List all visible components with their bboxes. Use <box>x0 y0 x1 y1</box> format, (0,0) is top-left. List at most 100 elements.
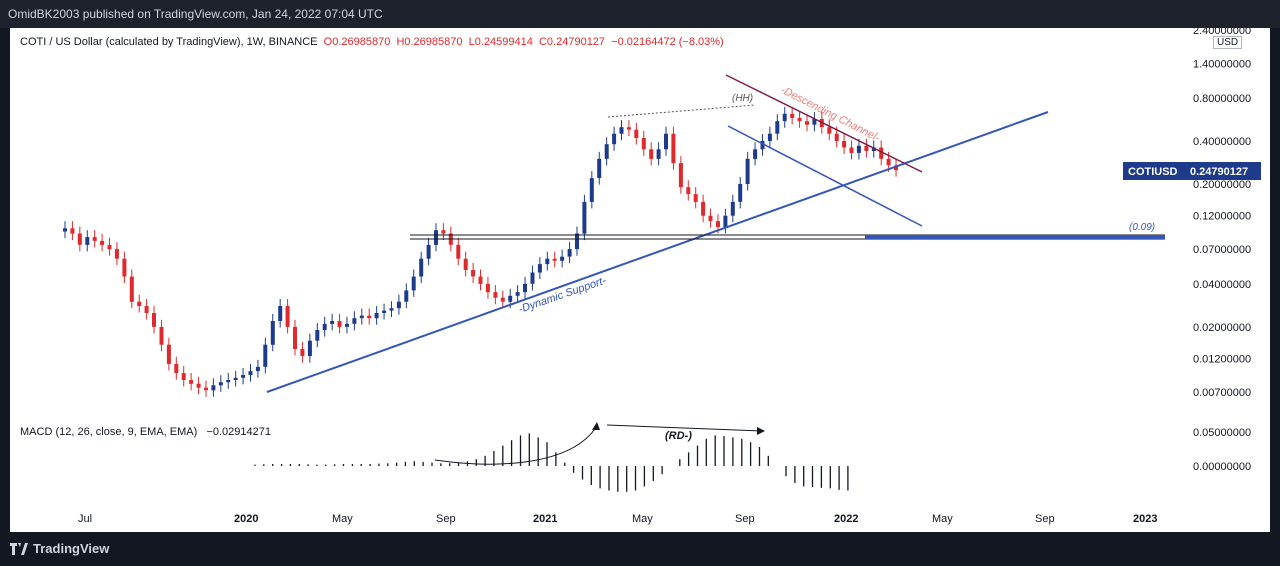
candle-body <box>545 258 550 265</box>
candle-body <box>114 249 119 259</box>
time-tick-label: 2021 <box>533 513 557 525</box>
time-tick-label: 2020 <box>234 513 258 525</box>
candle-body <box>612 133 617 145</box>
descending-channel-upper[interactable] <box>725 74 923 173</box>
candle-body <box>530 272 535 284</box>
candle-body <box>330 321 335 324</box>
candle-body <box>278 306 283 321</box>
candle-body <box>285 306 290 327</box>
currency-badge[interactable]: USD <box>1213 36 1243 49</box>
candle-body <box>582 201 587 234</box>
candle-body <box>871 147 876 151</box>
candle-body <box>352 318 357 324</box>
candle-body <box>767 133 772 141</box>
candle-body <box>537 264 542 273</box>
candle-body <box>367 315 372 319</box>
candle-body <box>211 385 216 391</box>
candle-body <box>730 201 735 216</box>
time-tick-label: May <box>332 513 353 525</box>
price-tick-label: 1.40000000 <box>1193 58 1251 70</box>
candle-body <box>619 127 624 134</box>
candle-body <box>701 201 706 216</box>
chart-svg[interactable]: 2.40000000 1.40000000 0.80000000 0.40000000… <box>10 28 1270 532</box>
candle-body <box>508 295 513 302</box>
candle-body <box>226 380 231 383</box>
current-price-value: 0.24790127 <box>1190 166 1248 178</box>
current-price-symbol: COTIUSD <box>1128 166 1178 178</box>
candle-body <box>552 258 557 261</box>
publisher-text: OmidBK2003 published on TradingView.com,… <box>8 7 383 21</box>
rd-arrowhead <box>757 427 765 435</box>
candle-body <box>345 323 349 327</box>
candle-body <box>196 383 201 388</box>
candle-body <box>404 290 409 302</box>
candle-body <box>337 321 342 327</box>
hh-dotted-line <box>607 104 756 118</box>
macd-tick-label: 0.00000000 <box>1193 461 1251 473</box>
candle-body <box>100 240 105 245</box>
candle-body <box>589 178 594 202</box>
rd-label: (RD-) <box>665 430 692 442</box>
candle-body <box>686 187 691 195</box>
candle-body <box>471 270 476 277</box>
macd-histogram <box>254 433 849 492</box>
candle-body <box>129 276 134 302</box>
publisher-bar: OmidBK2003 published on TradingView.com,… <box>0 0 1280 28</box>
time-tick-label: May <box>632 513 653 525</box>
candle-body <box>597 158 602 178</box>
candle-body <box>204 387 208 391</box>
time-axis: Jul 2020 May Sep 2021 May Sep 2022 May Sep 2023 <box>78 513 1157 525</box>
candle-body <box>411 276 416 291</box>
tradingview-logo[interactable]: TradingView <box>10 541 109 556</box>
candle-body <box>255 366 260 372</box>
candle-body <box>144 306 149 313</box>
chart-area[interactable]: 2.40000000 1.40000000 0.80000000 0.40000000… <box>10 28 1270 532</box>
candle-body <box>760 141 765 150</box>
macd-legend: MACD (12, 26, close, 9, EMA, EMA) −0.029… <box>20 426 271 438</box>
candle-body <box>693 194 698 202</box>
candle-body <box>152 313 156 327</box>
candle-body <box>307 340 312 356</box>
candle-body <box>389 308 394 311</box>
price-tick-label: 0.12000000 <box>1193 211 1251 223</box>
candle-body <box>805 121 809 125</box>
candle-body <box>456 244 461 259</box>
macd-tick-label: 0.05000000 <box>1193 427 1251 439</box>
time-tick-label: Sep <box>436 513 456 525</box>
candle-body <box>708 215 713 222</box>
level-zone <box>865 235 1165 239</box>
candle-body <box>560 256 565 261</box>
macd-arrowhead-1 <box>592 422 600 430</box>
brand-text: TradingView <box>33 541 110 556</box>
candle-body <box>515 292 520 296</box>
candle-body <box>485 283 490 293</box>
candle-body <box>174 364 179 374</box>
candle-body <box>434 230 438 245</box>
rd-arrow-line <box>606 424 763 432</box>
candle-body <box>842 141 847 148</box>
candle-body <box>77 233 82 245</box>
candle-body <box>723 215 728 227</box>
macd-label: MACD (12, 26, close, 9, EMA, EMA) <box>20 426 198 438</box>
candle-body <box>263 344 268 367</box>
candle-body <box>864 145 869 151</box>
candle-body <box>85 237 90 245</box>
candle-body <box>122 258 127 277</box>
price-tick-label: 0.00700000 <box>1193 387 1251 399</box>
descending-channel-lower[interactable] <box>727 125 923 227</box>
candle-body <box>300 349 305 356</box>
candle-body <box>575 233 579 250</box>
candle-body <box>671 133 676 164</box>
candle-body <box>359 315 364 319</box>
time-tick-label: May <box>932 513 953 525</box>
candle-body <box>463 258 468 270</box>
candle-body <box>812 119 817 125</box>
legend-change: −0.02164472 (−8.03%) <box>611 36 724 48</box>
candle-body <box>374 313 379 319</box>
candle-body <box>419 258 424 277</box>
candle-body <box>849 147 854 153</box>
legend-close: C0.24790127 <box>538 36 606 48</box>
candle-body <box>248 371 253 375</box>
dynamic-support-line[interactable] <box>266 111 1049 393</box>
candle-body <box>745 158 750 184</box>
